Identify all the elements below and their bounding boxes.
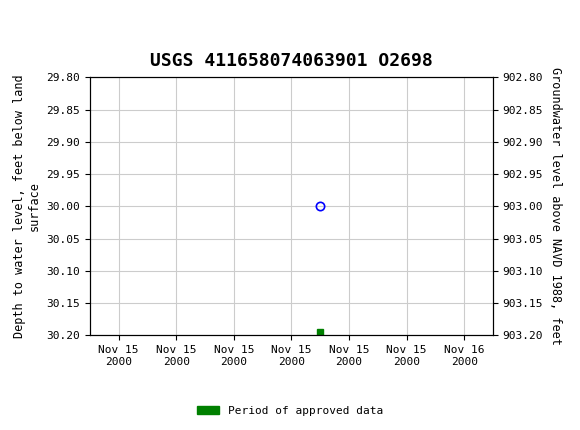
Legend: Period of approved data: Period of approved data <box>193 401 387 420</box>
Text: ≡USGS: ≡USGS <box>17 16 76 35</box>
Y-axis label: Depth to water level, feet below land
surface: Depth to water level, feet below land su… <box>13 74 41 338</box>
Title: USGS 411658074063901 O2698: USGS 411658074063901 O2698 <box>150 52 433 70</box>
Y-axis label: Groundwater level above NAVD 1988, feet: Groundwater level above NAVD 1988, feet <box>549 68 562 345</box>
